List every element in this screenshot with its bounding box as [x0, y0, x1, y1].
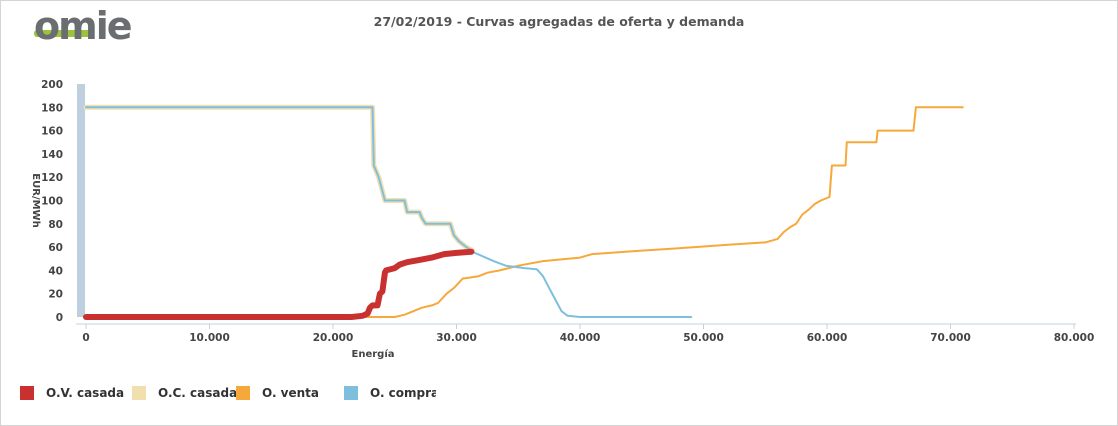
y-tick-label: 100: [41, 196, 63, 208]
x-tick-label: 60.000: [807, 332, 848, 344]
legend-label-oc-casada: O.C. casada: [158, 386, 236, 400]
y-tick-label: 140: [41, 149, 63, 161]
legend-item-oc-casada[interactable]: O.C. casada: [132, 384, 236, 402]
y-axis-title: EUR/MWh: [30, 173, 41, 227]
x-tick-label: 10.000: [189, 332, 230, 344]
legend: O.V. casada O.C. casada O. venta O. comp…: [20, 384, 1020, 404]
x-tick-label: 0: [82, 332, 89, 344]
legend-label-ov-casada: O.V. casada: [46, 386, 124, 400]
x-tick-label: 70.000: [930, 332, 971, 344]
x-axis-title: Energía: [352, 348, 395, 360]
y-tick-label: 0: [56, 312, 63, 324]
legend-swatch-oc-casada: [132, 386, 146, 400]
y-axis-band: [77, 84, 85, 317]
x-tick-label: 40.000: [560, 332, 601, 344]
y-tick-label: 200: [41, 79, 63, 91]
y-tick-label: 80: [48, 219, 63, 231]
omie-logo: omie: [34, 4, 144, 50]
logo-text: omie: [34, 4, 132, 48]
x-tick-label: 80.000: [1054, 332, 1095, 344]
series-line-o-c-casada: [83, 104, 476, 254]
y-tick-label: 60: [48, 242, 63, 254]
legend-item-o-venta[interactable]: O. venta: [236, 384, 318, 402]
legend-swatch-ov-casada: [20, 386, 34, 400]
legend-item-o-compra[interactable]: O. compra: [344, 384, 436, 402]
legend-label-o-compra: O. compra: [370, 386, 436, 400]
y-tick-label: 120: [41, 172, 63, 184]
x-tick-label: 50.000: [683, 332, 724, 344]
legend-label-o-venta: O. venta: [262, 386, 318, 400]
logo-green-bar: [34, 30, 94, 37]
legend-swatch-o-venta: [236, 386, 250, 400]
legend-swatch-o-compra: [344, 386, 358, 400]
y-tick-label: 40: [48, 265, 63, 277]
series-line-o-compra: [85, 106, 693, 318]
y-tick-label: 160: [41, 126, 63, 138]
y-tick-label: 180: [41, 102, 63, 114]
chart-title: 27/02/2019 - Curvas agregadas de oferta …: [373, 14, 745, 29]
y-tick-label: 20: [48, 289, 63, 301]
x-tick-label: 20.000: [313, 332, 354, 344]
legend-item-ov-casada[interactable]: O.V. casada: [20, 384, 124, 402]
x-tick-label: 30.000: [436, 332, 477, 344]
series-line-o-v-casada: [83, 248, 475, 320]
series-line-o-venta: [85, 106, 964, 318]
